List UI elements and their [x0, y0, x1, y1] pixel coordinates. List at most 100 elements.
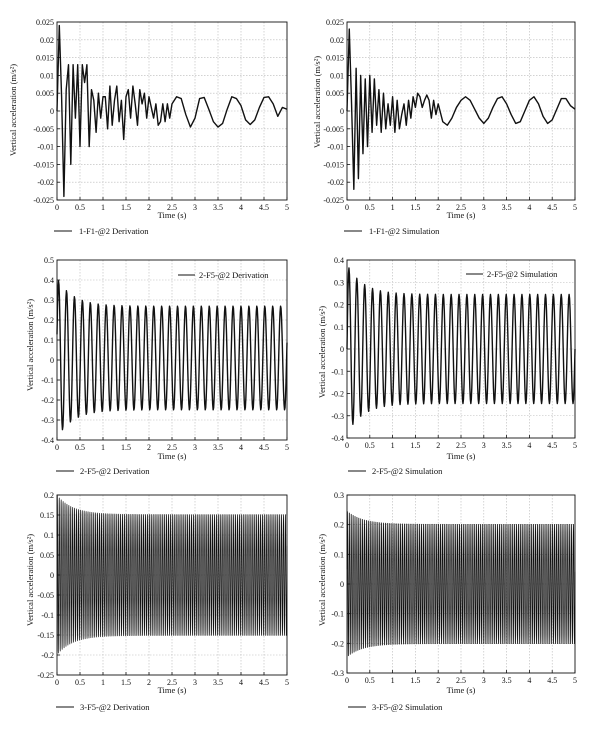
panel-4: 0 0.5 1 1.5 2 2.5 3 3.5 4 4.5 5 0.4 0.3 0.2 0.1 0 -0.1 -0…	[317, 256, 577, 476]
x-tick-label: 3	[482, 441, 486, 450]
x-tick-label: 3	[193, 678, 197, 687]
y-tick-label: 0.1	[334, 550, 344, 559]
y-tick-label: -0.005	[33, 125, 54, 134]
x-tick-label: 0.5	[365, 441, 375, 450]
x-tick-label: 2.5	[456, 441, 466, 450]
y-axis-label: Vertical acceleration (m/s²)	[8, 64, 18, 156]
series-line	[56, 280, 288, 431]
x-tick-label: 3.5	[213, 203, 223, 212]
y-tick-label: 0.2	[44, 316, 54, 325]
y-tick-label: -0.1	[331, 367, 344, 376]
x-axis-label: Time (s)	[158, 451, 187, 461]
chart-area: 0 0.5 1 1.5 2 2.5 3 3.5 4 4.5 5 0.4 0.3 0.2 0.1 0 -0.1 -0…	[331, 256, 577, 450]
y-tick-label: -0.1	[41, 611, 54, 620]
x-tick-label: 0	[345, 441, 349, 450]
panel-caption: 3-F5-@2 Derivation	[80, 702, 150, 712]
x-tick-label: 2.5	[167, 678, 177, 687]
y-tick-label: 0	[50, 356, 54, 365]
x-tick-label: 4.5	[547, 203, 557, 212]
panel-caption: 2-F5-@2 Simulation	[372, 466, 443, 476]
y-tick-label: 0.3	[334, 491, 344, 500]
x-tick-label: 5	[285, 678, 289, 687]
x-tick-label: 4	[239, 678, 243, 687]
y-tick-label: 0	[50, 107, 54, 116]
y-tick-label: 0.3	[44, 296, 54, 305]
y-tick-label: 0.15	[40, 511, 54, 520]
x-tick-label: 4.5	[547, 441, 557, 450]
y-tick-label: 0.1	[44, 531, 54, 540]
x-tick-label: 1.5	[410, 676, 420, 685]
x-tick-label: 4.5	[547, 676, 557, 685]
panel-1: 0 0.5 1 1.5 2 2.5 3 3.5 4 4.5 5 0.025 0.02 0.015 0.01 0…	[8, 18, 289, 236]
y-tick-label: 0.2	[334, 301, 344, 310]
panel-3: 0 0.5 1 1.5 2 2.5 3 3.5 4 4.5 50.50.40.30.20.10-0.…	[25, 256, 289, 476]
x-axis-label: Time (s)	[447, 210, 476, 220]
x-tick-label: 2.5	[456, 203, 466, 212]
x-tick-label: 1	[101, 443, 105, 452]
x-tick-label: 2.5	[167, 443, 177, 452]
series-line	[346, 28, 576, 191]
y-tick-label: -0.4	[331, 434, 344, 443]
legend-label: 2-F5-@2 Simulation	[487, 269, 558, 279]
y-tick-label: -0.3	[41, 416, 54, 425]
series-line	[56, 24, 288, 198]
x-tick-label: 3	[482, 203, 486, 212]
x-tick-label: 4	[527, 203, 531, 212]
x-tick-label: 5	[285, 443, 289, 452]
plot-frame	[56, 21, 288, 201]
x-tick-label: 0.5	[75, 203, 85, 212]
legend-label: 2-F5-@2 Derivation	[199, 270, 269, 280]
plot-frame	[56, 259, 288, 441]
y-tick-label: -0.1	[331, 610, 344, 619]
panel-caption: 2-F5-@2 Derivation	[80, 466, 150, 476]
series-line	[56, 495, 288, 654]
y-axis-label: Vertical acceleration (m/s²)	[25, 534, 35, 626]
x-tick-label: 3	[482, 676, 486, 685]
x-tick-label: 0.5	[365, 676, 375, 685]
x-tick-label: 1.5	[410, 441, 420, 450]
x-axis-label: Time (s)	[447, 685, 476, 695]
series-line	[346, 511, 576, 657]
x-tick-label: 5	[573, 203, 577, 212]
y-tick-label: -0.005	[323, 125, 344, 134]
y-tick-label: 0.015	[36, 54, 54, 63]
y-tick-label: -0.3	[331, 669, 344, 678]
x-tick-label: 3.5	[502, 441, 512, 450]
y-axis-label: Vertical acceleration (m/s²)	[25, 299, 35, 391]
y-tick-label: -0.15	[37, 631, 54, 640]
chart-area: 0 0.5 1 1.5 2 2.5 3 3.5 4 4.5 5 0.3 0.2 0.1 0 -0.1 -0.2 -…	[331, 491, 577, 685]
panel-5: 0 0.5 1 1.5 2 2.5 3 3.5 4 4.5 5 0.2 0.15 0.1 0.05 0 -0.0…	[25, 491, 289, 712]
x-tick-label: 4.5	[259, 443, 269, 452]
x-tick-label: 2	[147, 678, 151, 687]
y-tick-label: -0.2	[41, 651, 54, 660]
y-tick-label: -0.2	[331, 639, 344, 648]
x-tick-label: 1	[391, 676, 395, 685]
y-tick-label: -0.025	[33, 196, 54, 205]
x-tick-label: 0.5	[75, 678, 85, 687]
y-tick-label: -0.4	[41, 436, 54, 445]
x-tick-label: 0	[55, 443, 59, 452]
x-tick-label: 3.5	[502, 203, 512, 212]
x-tick-label: 4.5	[259, 678, 269, 687]
x-tick-label: 4	[527, 441, 531, 450]
panel-6: 0 0.5 1 1.5 2 2.5 3 3.5 4 4.5 5 0.3 0.2 0.1 0 -0.1 -0.2 -…	[317, 491, 577, 712]
x-tick-label: 1	[101, 203, 105, 212]
x-tick-label: 1	[101, 678, 105, 687]
y-tick-label: 0.02	[330, 36, 344, 45]
y-tick-label: -0.02	[327, 178, 344, 187]
x-tick-label: 2	[436, 203, 440, 212]
y-tick-label: -0.01	[37, 143, 54, 152]
y-tick-label: -0.2	[331, 390, 344, 399]
y-tick-label: 0.01	[330, 71, 344, 80]
y-tick-label: 0.2	[44, 491, 54, 500]
y-tick-label: 0.4	[44, 276, 54, 285]
x-tick-label: 3	[193, 203, 197, 212]
y-tick-label: 0.5	[44, 256, 54, 265]
x-tick-label: 3.5	[213, 443, 223, 452]
y-tick-label: -0.1	[41, 376, 54, 385]
y-tick-label: 0.025	[326, 18, 344, 27]
y-tick-label: -0.025	[323, 196, 344, 205]
x-tick-label: 4	[239, 203, 243, 212]
x-axis-label: Time (s)	[158, 210, 187, 220]
